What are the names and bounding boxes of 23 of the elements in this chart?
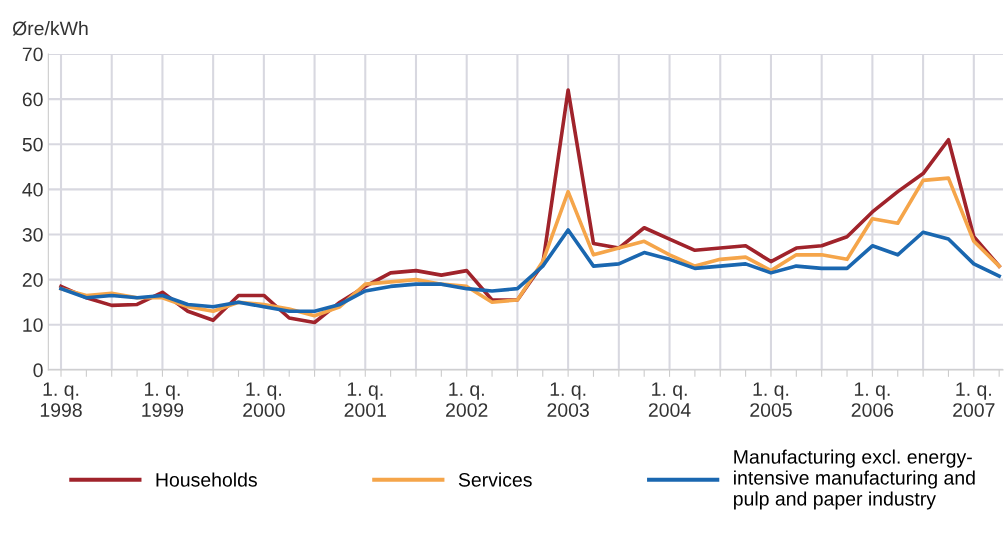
- y-tick-label: 40: [22, 182, 43, 197]
- y-axis-title: Øre/kWh: [12, 21, 88, 36]
- legend-label: Households: [156, 472, 257, 487]
- y-tick-label: 60: [22, 92, 43, 107]
- legend-label: Manufacturing excl. energy- intensive manufacturing and pulp and paper industry: [734, 449, 975, 510]
- y-tick-label: 70: [22, 47, 43, 62]
- x-tick-label: 1. q. 2005: [750, 382, 792, 417]
- y-tick-label: 10: [23, 318, 43, 333]
- legend-label: Services: [458, 472, 532, 487]
- x-tick-label: 1. q. 2000: [243, 382, 285, 417]
- x-tick-label: 1. q. 2002: [446, 382, 488, 417]
- y-tick-label: 50: [22, 137, 43, 152]
- x-tick-label: 1. q. 2006: [851, 382, 894, 417]
- x-tick-label: 1. q. 1999: [142, 382, 184, 417]
- x-tick-label: 1. q. 1998: [40, 382, 82, 417]
- y-tick-label: 30: [22, 227, 43, 242]
- y-tick-label: 20: [22, 273, 43, 287]
- y-tick-label: 0: [33, 363, 43, 378]
- x-tick-label: 1. q. 2007: [953, 382, 995, 417]
- x-tick-label: 1. q. 2001: [344, 382, 386, 417]
- x-tick-label: 1. q. 2004: [648, 382, 691, 417]
- x-tick-label: 1. q. 2003: [547, 382, 589, 417]
- line-series: [59, 228, 1001, 314]
